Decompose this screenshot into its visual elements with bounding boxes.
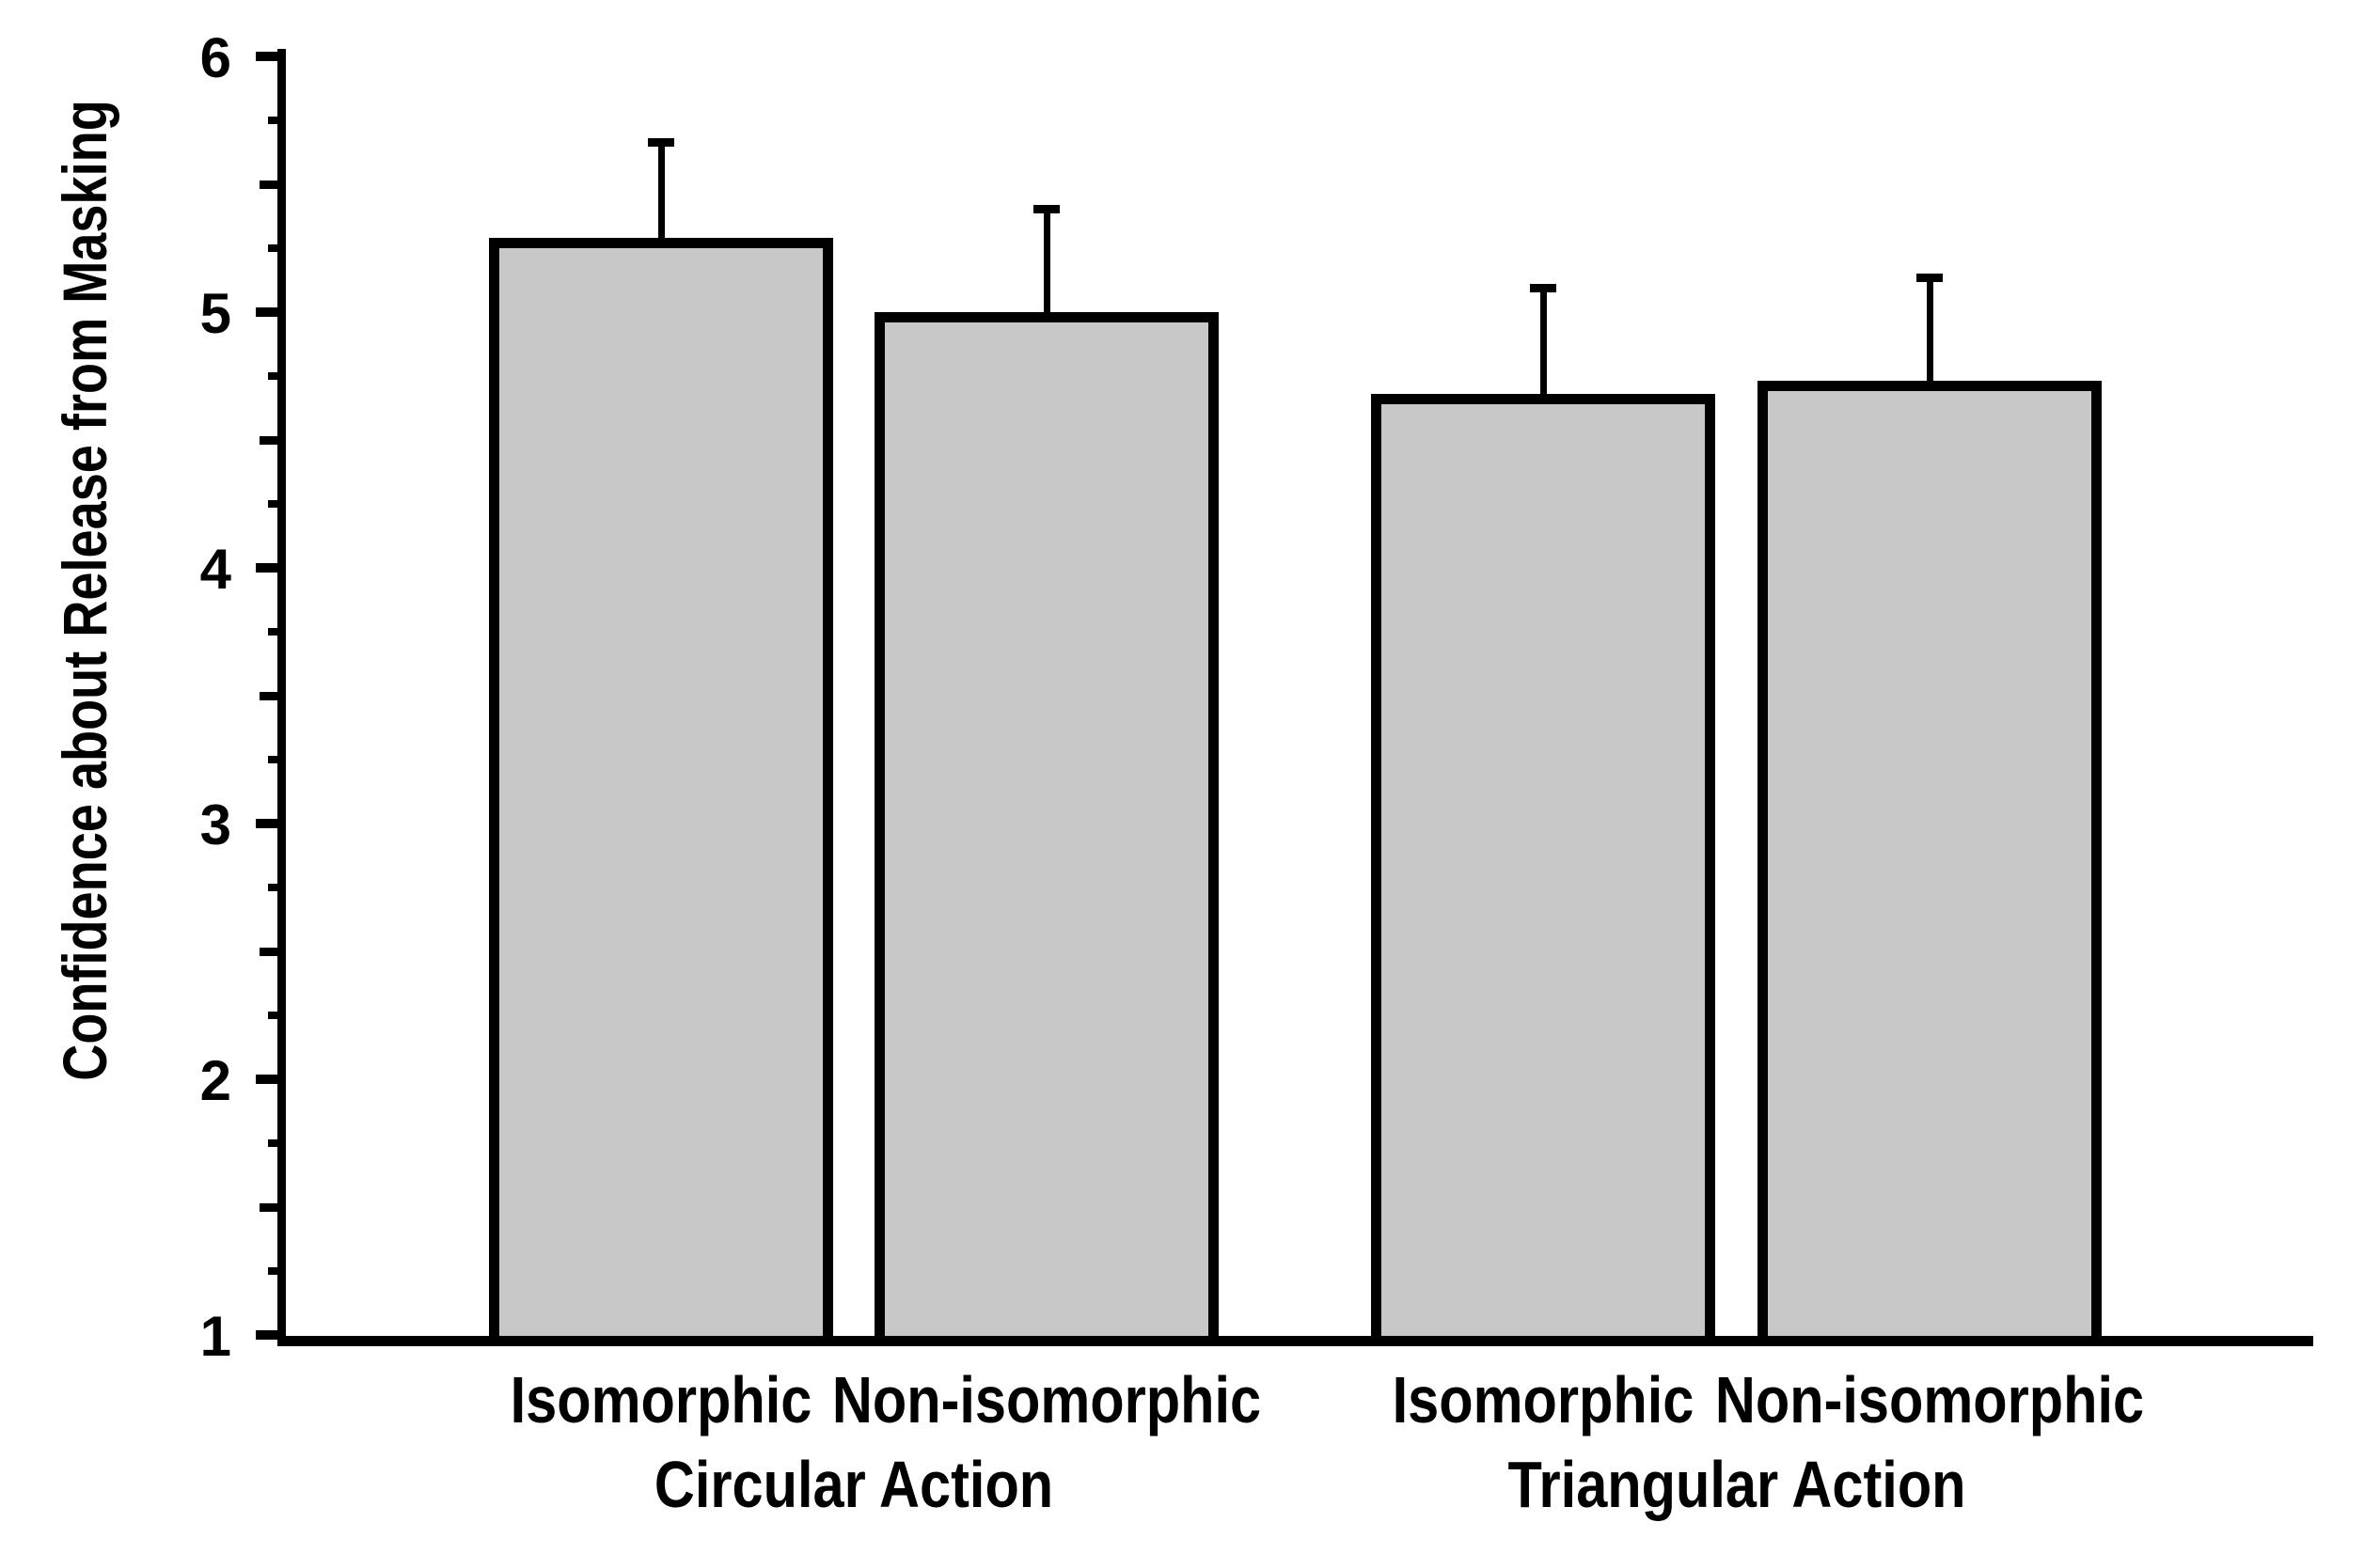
y-major-tick bbox=[256, 819, 282, 828]
x-category-label: Non-isomorphic bbox=[1714, 1363, 2145, 1436]
error-bar-cap bbox=[1916, 274, 1943, 282]
error-bar-cap bbox=[1530, 284, 1556, 292]
y-minor-tick bbox=[268, 500, 282, 508]
y-minor-tick bbox=[268, 756, 282, 763]
y-minor-tick bbox=[268, 372, 282, 380]
y-minor-tick bbox=[260, 692, 282, 700]
bar bbox=[489, 238, 833, 1346]
y-minor-tick bbox=[260, 948, 282, 956]
y-tick-label: 2 bbox=[199, 1049, 231, 1112]
y-minor-tick bbox=[268, 1267, 282, 1275]
y-minor-tick bbox=[260, 1203, 282, 1212]
error-bar-line bbox=[1927, 280, 1933, 384]
y-major-tick bbox=[256, 1330, 282, 1340]
x-category-label: Non-isomorphic bbox=[831, 1363, 1262, 1436]
y-tick-label: 5 bbox=[199, 282, 231, 345]
y-major-tick bbox=[256, 563, 282, 573]
y-tick-label: 6 bbox=[199, 26, 231, 89]
x-axis-line bbox=[278, 1336, 2313, 1346]
x-category-label: Isomorphic bbox=[510, 1363, 812, 1436]
x-category-label: Isomorphic bbox=[1392, 1363, 1694, 1436]
error-bar-line bbox=[1540, 290, 1547, 397]
error-bar-line bbox=[658, 145, 665, 241]
y-tick-label: 1 bbox=[199, 1305, 231, 1368]
y-major-tick bbox=[256, 52, 282, 61]
y-major-tick bbox=[256, 307, 282, 317]
y-minor-tick bbox=[268, 244, 282, 252]
y-minor-tick bbox=[268, 117, 282, 124]
y-minor-tick bbox=[268, 628, 282, 636]
y-tick-label: 4 bbox=[199, 538, 231, 601]
y-minor-tick bbox=[268, 1012, 282, 1019]
bar bbox=[875, 312, 1219, 1346]
error-bar-line bbox=[1044, 212, 1050, 315]
y-tick-label: 3 bbox=[199, 793, 231, 856]
error-bar-cap bbox=[648, 138, 674, 147]
x-group-label: Triangular Action bbox=[1507, 1448, 1966, 1521]
y-minor-tick bbox=[268, 884, 282, 891]
y-minor-tick bbox=[268, 1139, 282, 1147]
y-minor-tick bbox=[260, 436, 282, 445]
y-axis-title: Confidence about Release from Masking bbox=[50, 100, 119, 1081]
bar bbox=[1757, 381, 2102, 1346]
x-group-label: Circular Action bbox=[654, 1448, 1054, 1521]
y-major-tick bbox=[256, 1075, 282, 1084]
bar bbox=[1371, 394, 1715, 1346]
error-bar-cap bbox=[1033, 205, 1060, 213]
y-minor-tick bbox=[260, 181, 282, 189]
